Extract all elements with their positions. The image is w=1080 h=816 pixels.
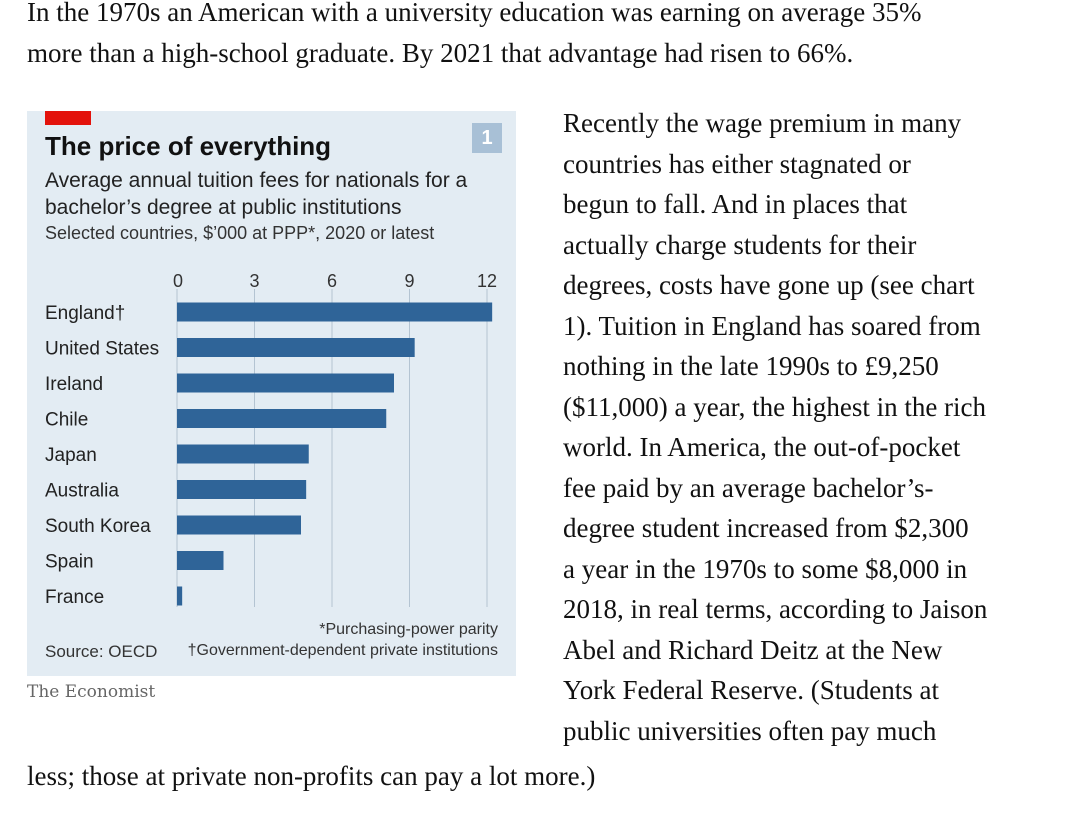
body-line: public universities often pay much	[563, 715, 937, 746]
category-label: Australia	[45, 481, 119, 502]
chart-source: Source: OECD	[45, 642, 158, 661]
chart-subtitle: Average annual tuition fees for national…	[45, 169, 468, 219]
body-line: ($11,000) a year, the highest in the ric…	[563, 391, 987, 422]
x-tick-label: 9	[404, 271, 414, 291]
x-tick-label: 0	[173, 271, 183, 291]
body-line: fee paid by an average bachelor’s-	[563, 472, 934, 503]
intro-line-2: more than a high-school graduate. By 202…	[27, 37, 854, 68]
bar-spain	[177, 551, 224, 570]
category-label: Ireland	[45, 374, 103, 395]
body-line: 1). Tuition in England has soared from	[563, 310, 981, 341]
red-tag	[45, 111, 91, 125]
bar-england	[177, 302, 493, 322]
footnote-ppp: *Purchasing-power parity	[319, 621, 498, 638]
body-line: degree student increased from $2,300	[563, 513, 969, 543]
x-tick-label: 6	[327, 271, 337, 291]
footnote-dagger: †Government-dependent private institutio…	[187, 642, 498, 659]
body-line: Abel and Richard Deitz at the New	[563, 634, 943, 665]
body-line: a year in the 1970s to some $8,000 in	[563, 553, 968, 584]
category-label: Chile	[45, 410, 88, 431]
intro-line-1: In the 1970s an American with a universi…	[27, 0, 922, 27]
category-label: South Korea	[45, 516, 151, 537]
category-label: United States	[45, 339, 159, 360]
chart-number-badge: 1	[472, 123, 502, 153]
bar-unitedstates	[177, 338, 415, 357]
category-label: Spain	[45, 552, 94, 573]
bar-australia	[177, 480, 307, 499]
article-body-end: less; those at private non-profits can p…	[27, 761, 596, 791]
body-line: degrees, costs have gone up (see chart	[563, 270, 975, 300]
chart-title: The price of everything	[45, 131, 332, 161]
body-line: countries has either stagnated or	[563, 148, 911, 179]
body-line: world. In America, the out-of-pocket	[563, 432, 961, 462]
brand-credit: The Economist	[27, 682, 156, 702]
chart-subtitle-units: Selected countries, $’000 at PPP*, 2020 …	[45, 223, 435, 243]
body-line: 2018, in real terms, according to Jaison	[563, 594, 988, 624]
x-tick-label: 12	[477, 271, 497, 291]
article-intro: In the 1970s an American with a universi…	[27, 0, 1067, 73]
chart-panel: 1 The price of everything Average annual…	[27, 111, 516, 676]
article-body: Recently the wage premium in many countr…	[563, 103, 1053, 751]
body-line: begun to fall. And in places that	[563, 189, 908, 219]
body-line: York Federal Reserve. (Students at	[563, 675, 939, 705]
category-label: Japan	[45, 445, 97, 466]
category-label: England†	[45, 303, 125, 324]
body-line: nothing in the late 1990s to £9,250	[563, 351, 939, 381]
body-line: actually charge students for their	[563, 229, 917, 260]
bar-chart: 0 3 6 9 12 England† United States Ireland Chile J…	[45, 271, 497, 608]
bar-southkorea	[177, 515, 301, 535]
x-tick-label: 3	[249, 271, 259, 291]
category-label: France	[45, 587, 104, 608]
bar-chile	[177, 409, 387, 428]
bar-france	[177, 586, 183, 606]
bar-japan	[177, 444, 309, 464]
body-line: Recently the wage premium in many	[563, 108, 962, 138]
bar-ireland	[177, 373, 394, 393]
